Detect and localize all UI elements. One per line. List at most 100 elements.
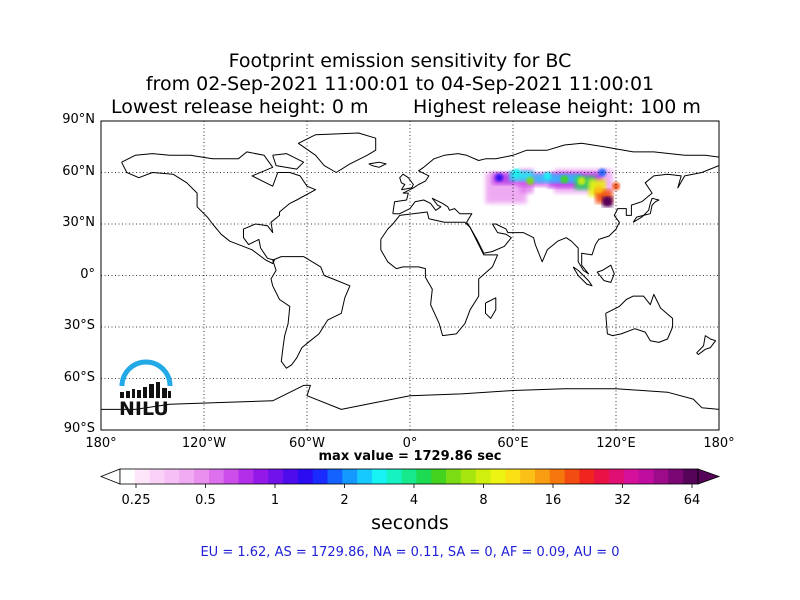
- chart-title-line-2: from 02-Sep-2021 11:00:01 to 04-Sep-2021…: [145, 73, 655, 95]
- coastline-path: [368, 161, 387, 168]
- colorbar-swatch: [638, 469, 654, 484]
- colorbar: [99, 468, 721, 488]
- y-tick-label: 60°S: [63, 369, 95, 385]
- colorbar-swatch: [149, 469, 165, 484]
- colorbar-swatch: [623, 469, 640, 484]
- coastline-path: [399, 173, 414, 191]
- coastline-path: [632, 197, 660, 223]
- colorbar-swatch: [534, 469, 551, 484]
- colorbar-tick-label: 16: [544, 493, 562, 508]
- coastline-path: [380, 211, 499, 337]
- x-tick-label: 60°E: [497, 436, 529, 451]
- footprint-point: [612, 182, 620, 191]
- colorbar-swatch: [460, 469, 477, 484]
- footprint-point: [577, 177, 586, 186]
- colorbar-tick-label: 64: [683, 493, 701, 508]
- colorbar-swatch: [297, 469, 314, 484]
- colorbar-swatch: [683, 469, 699, 484]
- coastlines: [101, 132, 719, 410]
- colorbar-label: seconds: [371, 512, 449, 534]
- colorbar-swatch: [238, 469, 254, 484]
- chart-title-line-1: Footprint emission sensitivity for BC: [228, 50, 572, 72]
- region-values: EU = 1.62, AS = 1729.86, NA = 0.11, SA =…: [200, 545, 620, 560]
- colorbar-swatch: [579, 469, 595, 484]
- x-tick-label: 60°W: [289, 436, 325, 451]
- logo-wordmark: NILU: [119, 398, 169, 420]
- footprint-point: [526, 177, 535, 186]
- graticule: [101, 121, 719, 430]
- coastline-path: [270, 256, 351, 369]
- colorbar-tick-label: 32: [614, 493, 631, 508]
- colorbar-swatch: [401, 469, 417, 484]
- colorbar-tick-label: 8: [479, 493, 488, 508]
- colorbar-swatch: [609, 469, 625, 484]
- x-tick-label: 180°: [703, 436, 735, 451]
- footprint-patch: [533, 174, 582, 183]
- colorbar-swatch: [416, 469, 432, 484]
- colorbar-tick-label: 0.5: [195, 493, 216, 508]
- y-tick-label: 90°N: [62, 112, 95, 127]
- lowest-release-height: Lowest release height: 0 m: [111, 96, 369, 118]
- max-value-label: max value = 1729.86 sec: [318, 449, 502, 464]
- colorbar-swatch: [505, 469, 521, 484]
- coastline-path: [121, 151, 317, 264]
- colorbar-swatch: [668, 469, 684, 484]
- colorbar-high-extend: [697, 468, 721, 485]
- colorbar-swatch: [179, 469, 195, 484]
- footprint-point: [495, 173, 504, 182]
- x-tick-label: 180°: [85, 436, 117, 451]
- colorbar-swatch: [342, 469, 358, 484]
- footprint-patch: [509, 170, 534, 182]
- y-tick-label: 30°N: [62, 215, 95, 230]
- colorbar-swatch: [357, 469, 373, 484]
- colorbar-swatch: [431, 469, 447, 484]
- highest-release-height: Highest release height: 100 m: [413, 96, 701, 118]
- colorbar-swatch: [327, 469, 343, 484]
- coastline-path: [596, 264, 615, 283]
- coastline-path: [101, 384, 719, 410]
- y-tick-label: 60°N: [62, 163, 95, 179]
- colorbar-swatch: [386, 469, 402, 484]
- colorbar-swatch: [549, 469, 566, 484]
- footprint-point: [560, 175, 569, 184]
- x-tick-label: 120°E: [596, 436, 636, 451]
- colorbar-swatch: [520, 469, 536, 484]
- coastline-path: [485, 297, 497, 319]
- colorbar-swatch: [312, 469, 328, 484]
- colorbar-swatch: [564, 469, 580, 484]
- y-tick-label: 30°S: [63, 318, 95, 333]
- footprint-point: [594, 185, 603, 194]
- footprint-point: [512, 168, 521, 177]
- colorbar-swatch: [164, 469, 180, 484]
- colorbar-swatch: [208, 469, 225, 484]
- x-tick-label: 0°: [402, 436, 418, 451]
- colorbar-swatch: [253, 469, 269, 484]
- nilu-logo-icon: [119, 359, 173, 398]
- colorbar-tick-label: 1: [270, 493, 280, 508]
- colorbar-swatch: [134, 469, 151, 484]
- y-tick-label: 0°: [80, 266, 95, 282]
- colorbar-frame: [119, 468, 699, 485]
- coastline-path: [392, 142, 719, 275]
- colorbar-tick-label: 0.25: [121, 493, 151, 508]
- colorbar-swatch: [653, 469, 669, 484]
- colorbar-swatch: [194, 469, 210, 484]
- coastline-path: [696, 335, 717, 355]
- map-frame: [100, 120, 720, 431]
- coastline-path: [272, 153, 305, 170]
- colorbar-low-extend: [99, 468, 121, 485]
- colorbar-swatch: [120, 469, 136, 484]
- coastline-path: [297, 132, 377, 173]
- colorbar-swatch: [283, 469, 299, 484]
- colorbar-swatch: [371, 469, 388, 484]
- footprint-field: [485, 168, 620, 207]
- coastline-path: [572, 266, 593, 287]
- x-tick-label: 120°W: [181, 436, 227, 451]
- colorbar-tick-label: 4: [409, 493, 419, 508]
- colorbar-swatch: [223, 469, 239, 484]
- colorbar-swatch: [594, 469, 610, 484]
- footprint-point: [543, 171, 552, 180]
- colorbar-swatch: [475, 469, 491, 484]
- y-tick-label: 90°S: [63, 421, 95, 436]
